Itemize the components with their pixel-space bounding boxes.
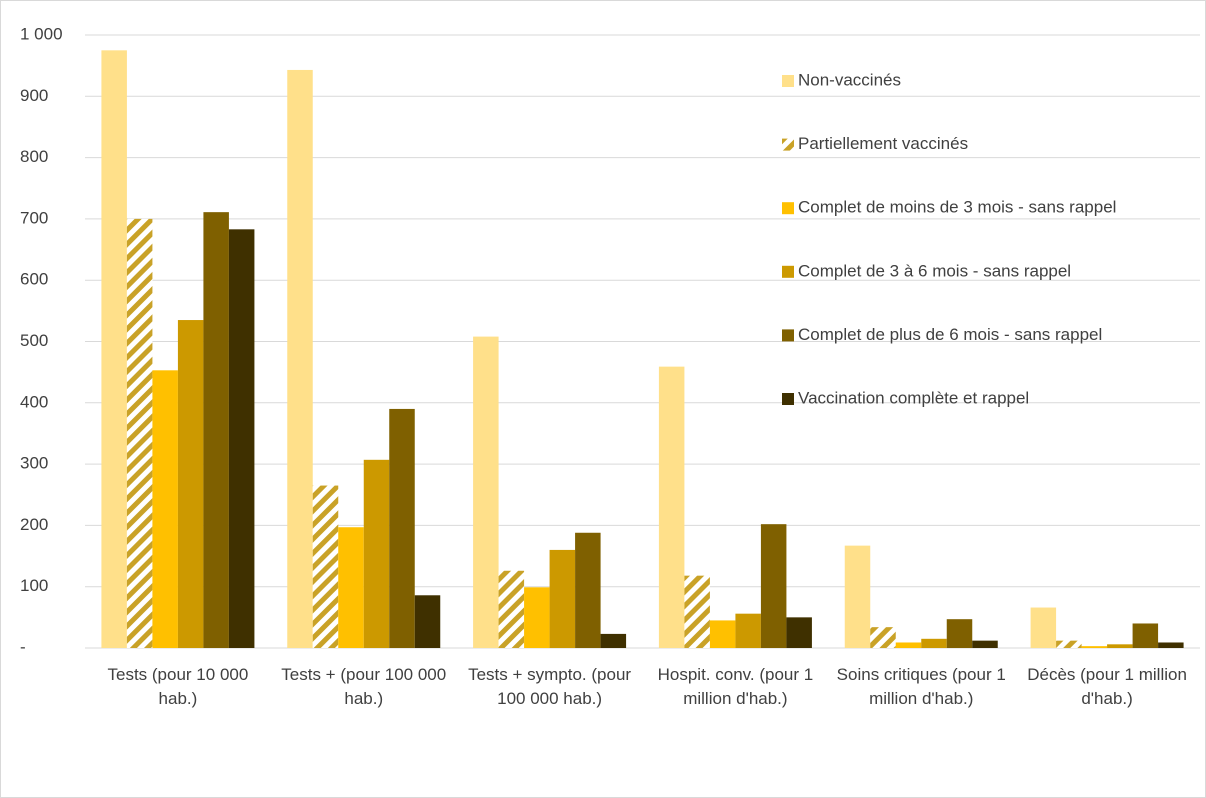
bar (152, 370, 178, 648)
legend-label: Complet de plus de 6 mois - sans rappel (798, 325, 1102, 344)
bar (203, 212, 229, 649)
legend-swatch (782, 138, 794, 151)
x-tick-label: Hospit. conv. (pour 1 million d'hab.) (657, 665, 814, 708)
bar (363, 459, 390, 648)
y-tick-label: 600 (20, 270, 48, 289)
legend-swatch (782, 265, 794, 278)
bar (228, 229, 255, 649)
y-tick-label: 1 000 (20, 24, 63, 43)
legend-label: Complet de 3 à 6 mois - sans rappel (798, 261, 1071, 280)
bar (786, 617, 812, 648)
bar (549, 549, 576, 648)
y-tick-label: 700 (20, 208, 48, 227)
bar (972, 640, 998, 648)
y-tick-label: 900 (20, 86, 48, 105)
legend-label: Vaccination complète et rappel (798, 388, 1029, 407)
legend-swatch (782, 202, 794, 215)
bar (870, 627, 896, 648)
bar (1158, 642, 1184, 648)
legend-swatch (782, 329, 794, 342)
legend-swatch (782, 393, 794, 405)
bar (473, 336, 499, 648)
legend-label: Complet de moins de 3 mois - sans rappel (798, 198, 1116, 217)
bar (414, 595, 441, 648)
x-tick-label: Soins critiques (pour 1 million d'hab.) (836, 665, 1006, 708)
bar (844, 545, 871, 648)
bar (177, 320, 204, 648)
bar (921, 638, 947, 648)
y-tick-label: - (20, 637, 26, 656)
y-tick-label: 200 (20, 515, 48, 534)
y-tick-label: 400 (20, 392, 48, 411)
bar (1056, 640, 1082, 648)
bar (760, 524, 787, 648)
x-tick-label: Tests (pour 10 000 hab.) (107, 665, 249, 708)
bar (1107, 644, 1133, 648)
bar (101, 50, 127, 648)
y-tick-label: 800 (20, 147, 48, 166)
y-tick-label: 100 (20, 576, 48, 595)
bar (1081, 646, 1108, 648)
bar (735, 613, 761, 648)
legend-label: Partiellement vaccinés (798, 134, 968, 153)
bar (389, 408, 415, 648)
bar (946, 619, 973, 648)
bar (600, 633, 627, 648)
bar (312, 485, 339, 648)
bar (895, 642, 922, 648)
bar (684, 575, 710, 648)
x-tick-label: Tests + sympto. (pour 100 000 hab.) (468, 665, 632, 708)
y-tick-label: 300 (20, 454, 48, 473)
bar (709, 620, 736, 648)
bar (658, 366, 685, 648)
x-tick-label: Décès (pour 1 million d'hab.) (1027, 665, 1187, 708)
bar (338, 527, 364, 648)
bar (1132, 623, 1159, 648)
bar (524, 587, 550, 648)
y-tick-label: 500 (20, 331, 48, 350)
legend-swatch (782, 75, 794, 87)
x-tick-label: Tests + (pour 100 000 hab.) (281, 665, 447, 708)
bar (498, 570, 525, 648)
legend-label: Non-vaccinés (798, 70, 901, 89)
bar (1030, 607, 1057, 648)
bar (575, 532, 601, 648)
bar (126, 218, 153, 648)
bar (287, 69, 313, 649)
